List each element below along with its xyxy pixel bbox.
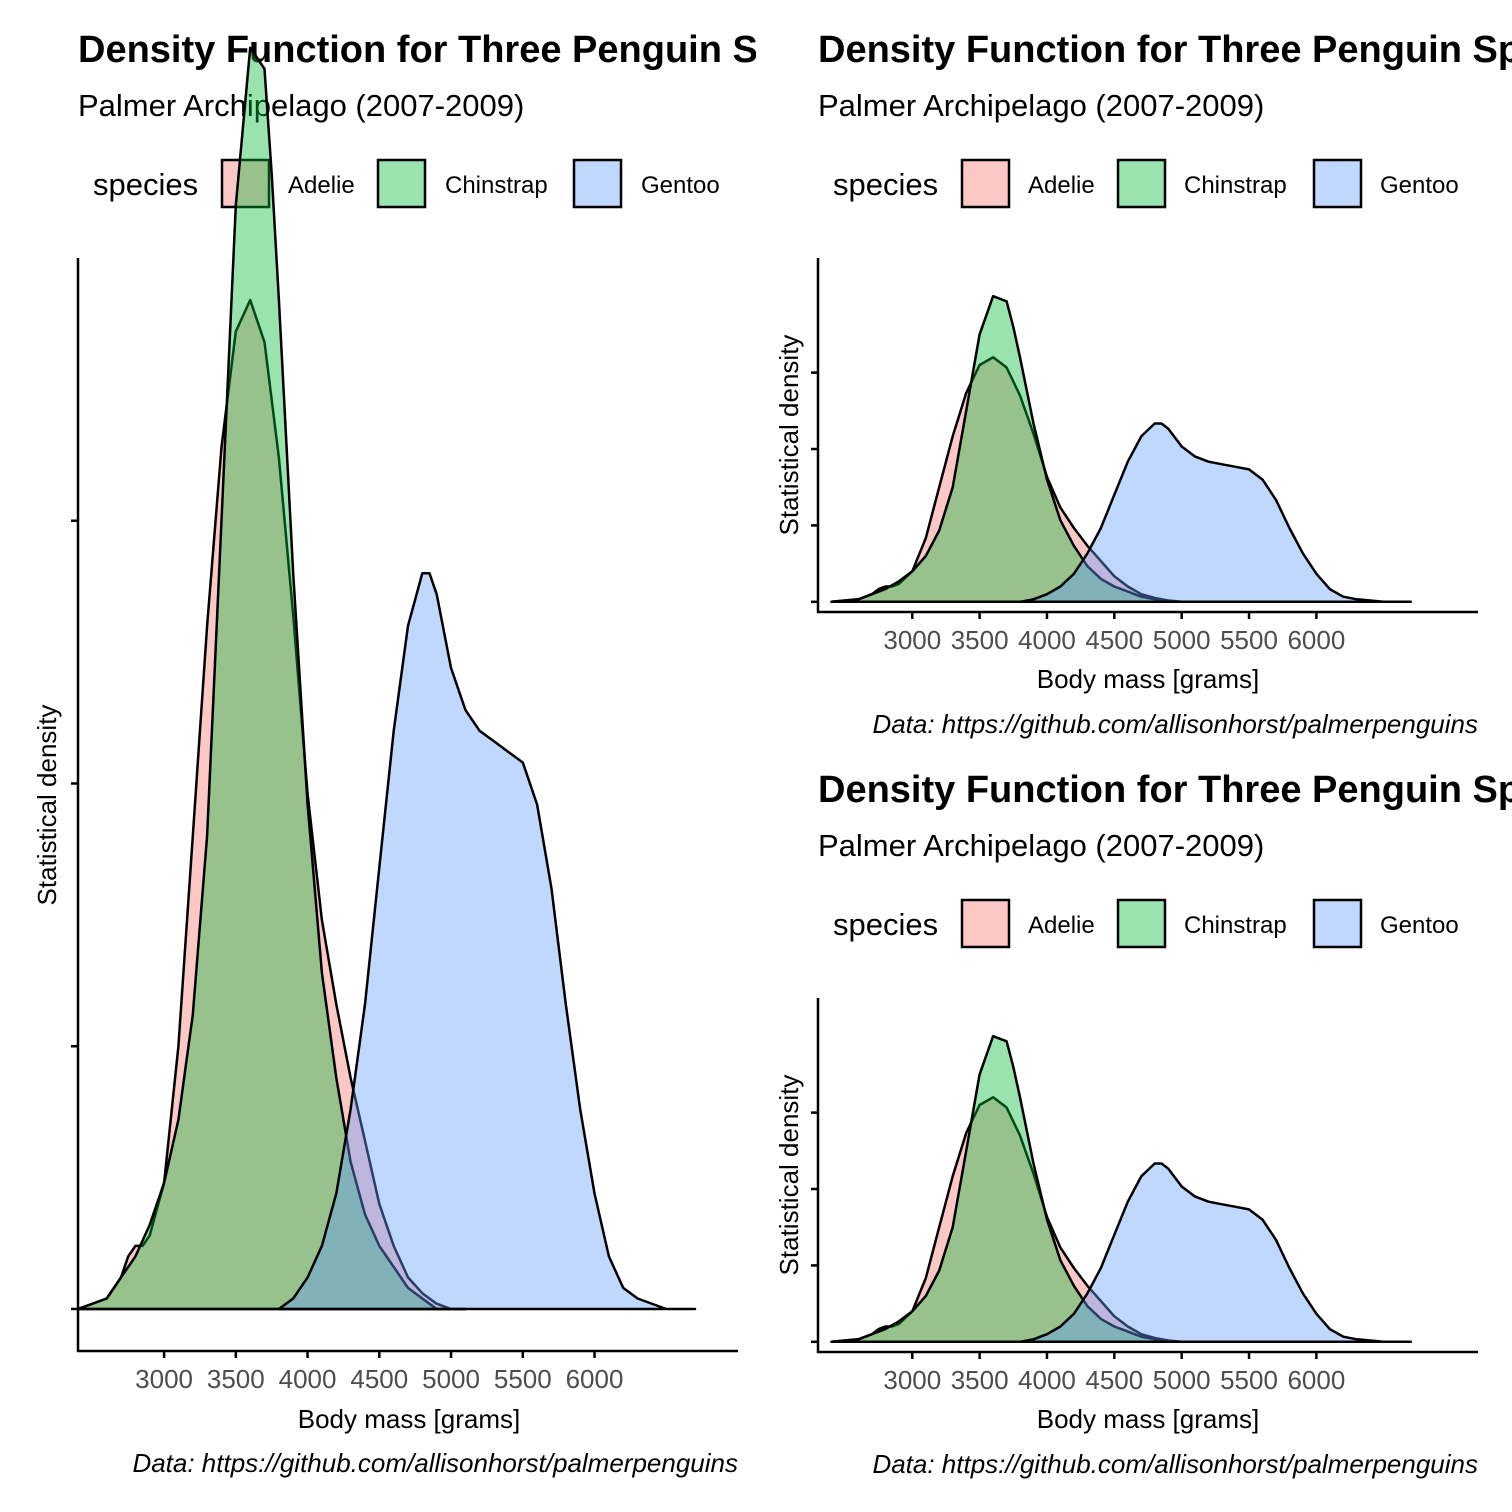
x-tick-label: 4000 bbox=[1018, 625, 1076, 655]
legend-title: species bbox=[93, 167, 198, 202]
x-tick-label: 6000 bbox=[1287, 625, 1345, 655]
chart-subtitle: Palmer Archipelago (2007-2009) bbox=[78, 88, 524, 123]
legend-label-chinstrap: Chinstrap bbox=[1184, 172, 1287, 199]
density-area-chinstrap bbox=[76, 46, 467, 1311]
legend-swatch-adelie bbox=[960, 898, 1011, 949]
x-tick-label: 5000 bbox=[422, 1364, 480, 1394]
chart-title: Density Function for Three Penguin Speci… bbox=[818, 769, 1512, 811]
chart-subtitle: Palmer Archipelago (2007-2009) bbox=[818, 88, 1264, 123]
chart-title: Density Function for Three Penguin Speci… bbox=[818, 29, 1512, 71]
x-tick-label: 3000 bbox=[883, 625, 941, 655]
legend-title: species bbox=[833, 167, 938, 202]
axis-lines bbox=[816, 998, 1478, 1354]
legend-title: species bbox=[833, 907, 938, 942]
legend-label-adelie: Adelie bbox=[1028, 172, 1095, 199]
legend-swatch-chinstrap bbox=[376, 158, 427, 209]
x-tick-label: 3000 bbox=[883, 1365, 941, 1395]
y-axis-title: Statistical density bbox=[32, 705, 62, 906]
legend-swatch-adelie bbox=[960, 158, 1011, 209]
legend: species Adelie Chinstrap Gentoo bbox=[93, 158, 720, 209]
x-axis-title: Body mass [grams] bbox=[298, 1404, 521, 1434]
x-tick-label: 5500 bbox=[1220, 625, 1278, 655]
y-axis-title: Statistical density bbox=[774, 1075, 804, 1276]
x-tick-label: 3500 bbox=[951, 1365, 1009, 1395]
density-chart-left: Density Function for Three Penguin Speci… bbox=[32, 29, 756, 1478]
chart-svg: Density Function for Three Penguin Speci… bbox=[32, 29, 756, 1478]
x-tick-label: 5500 bbox=[1220, 1365, 1278, 1395]
y-axis-title: Statistical density bbox=[774, 335, 804, 536]
x-tick-label: 4000 bbox=[1018, 1365, 1076, 1395]
legend-label-gentoo: Gentoo bbox=[1380, 172, 1459, 199]
legend-swatch-adelie bbox=[220, 158, 271, 209]
legend-swatch-gentoo bbox=[572, 158, 623, 209]
x-tick-label: 6000 bbox=[566, 1364, 624, 1394]
legend-label-adelie: Adelie bbox=[288, 172, 355, 199]
density-area-gentoo bbox=[277, 572, 697, 1311]
legend: species Adelie Chinstrap Gentoo bbox=[833, 898, 1459, 949]
chart-caption: Data: https://github.com/allisonhorst/pa… bbox=[872, 1449, 1478, 1479]
legend-swatch-gentoo bbox=[1312, 158, 1363, 209]
x-axis-title: Body mass [grams] bbox=[1037, 664, 1260, 694]
density-area-chinstrap bbox=[830, 1034, 1197, 1344]
density-chart-bottom-right: Density Function for Three Penguin Speci… bbox=[756, 740, 1512, 1512]
legend-swatch-chinstrap bbox=[1116, 158, 1167, 209]
legend-label-gentoo: Gentoo bbox=[1380, 912, 1459, 939]
x-tick-label: 5000 bbox=[1153, 1365, 1211, 1395]
x-tick-label: 3500 bbox=[207, 1364, 265, 1394]
chart-caption: Data: https://github.com/allisonhorst/pa… bbox=[132, 1448, 738, 1478]
density-area-gentoo bbox=[1018, 1162, 1412, 1344]
chart-svg: Density Function for Three Penguin Speci… bbox=[774, 29, 1512, 739]
legend-label-adelie: Adelie bbox=[1028, 912, 1095, 939]
x-tick-label: 4500 bbox=[1085, 1365, 1143, 1395]
legend: species Adelie Chinstrap Gentoo bbox=[833, 158, 1459, 209]
density-chart-top-right: Density Function for Three Penguin Speci… bbox=[756, 0, 1512, 756]
x-tick-label: 4500 bbox=[1085, 625, 1143, 655]
density-area-gentoo bbox=[1018, 422, 1412, 604]
x-tick-label: 5000 bbox=[1153, 625, 1211, 655]
x-tick-label: 3500 bbox=[951, 625, 1009, 655]
x-tick-label: 3000 bbox=[135, 1364, 193, 1394]
density-area-chinstrap bbox=[830, 294, 1197, 604]
chart-subtitle: Palmer Archipelago (2007-2009) bbox=[818, 828, 1264, 863]
x-tick-label: 4500 bbox=[350, 1364, 408, 1394]
x-tick-label: 6000 bbox=[1287, 1365, 1345, 1395]
axis-lines bbox=[76, 258, 738, 1353]
legend-swatch-chinstrap bbox=[1116, 898, 1167, 949]
axis-lines bbox=[816, 258, 1478, 614]
legend-label-gentoo: Gentoo bbox=[641, 172, 720, 199]
chart-title: Density Function for Three Penguin Speci… bbox=[78, 29, 756, 71]
legend-swatch-gentoo bbox=[1312, 898, 1363, 949]
chart-svg: Density Function for Three Penguin Speci… bbox=[774, 769, 1512, 1479]
x-axis-title: Body mass [grams] bbox=[1037, 1404, 1260, 1434]
x-tick-label: 5500 bbox=[494, 1364, 552, 1394]
x-tick-label: 4000 bbox=[279, 1364, 337, 1394]
legend-label-chinstrap: Chinstrap bbox=[1184, 912, 1287, 939]
chart-caption: Data: https://github.com/allisonhorst/pa… bbox=[872, 709, 1478, 739]
legend-label-chinstrap: Chinstrap bbox=[445, 172, 548, 199]
